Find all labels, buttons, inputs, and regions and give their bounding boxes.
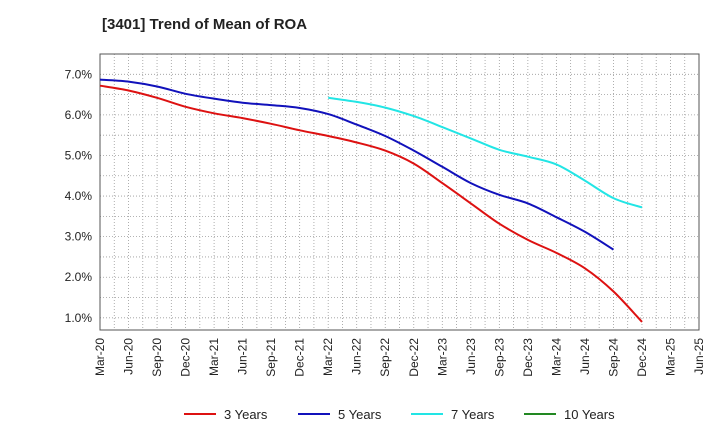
x-tick-label: Dec-24 — [635, 338, 649, 377]
y-tick-label: 5.0% — [65, 148, 93, 162]
x-tick-label: Dec-22 — [407, 338, 421, 377]
series-lines — [99, 78, 643, 323]
x-tick-label: Mar-22 — [321, 338, 335, 376]
y-tick-label: 3.0% — [65, 230, 93, 244]
y-axis: 1.0% 2.0% 3.0% 4.0% 5.0% 6.0% 7.0% — [65, 67, 93, 325]
x-tick-label: Mar-23 — [435, 338, 449, 376]
y-tick-label: 2.0% — [65, 270, 93, 284]
x-axis: Mar-20 Jun-20 Sep-20 Dec-20 Mar-21 Jun-21 Sep-… — [93, 338, 706, 377]
x-tick-label: Jun-25 — [692, 338, 706, 375]
legend-label-5-years: 5 Years — [338, 407, 382, 422]
x-tick-label: Sep-21 — [264, 338, 278, 377]
series-line-7-years — [328, 96, 643, 209]
legend-label-10-years: 10 Years — [564, 407, 615, 422]
legend: 3 Years 5 Years 7 Years 10 Years — [184, 407, 615, 422]
series-line-3-years — [99, 84, 643, 323]
y-tick-label: 1.0% — [65, 311, 93, 325]
x-tick-label: Dec-23 — [521, 338, 535, 377]
x-tick-label: Dec-20 — [179, 338, 193, 377]
x-tick-label: Mar-21 — [207, 338, 221, 376]
y-tick-label: 7.0% — [65, 67, 93, 81]
legend-label-7-years: 7 Years — [451, 407, 495, 422]
x-tick-label: Jun-21 — [236, 338, 250, 375]
x-tick-label: Jun-23 — [464, 338, 478, 375]
x-tick-label: Dec-21 — [293, 338, 307, 377]
series-line-5-years — [99, 78, 614, 251]
chart-title: [3401] Trend of Mean of ROA — [102, 16, 307, 33]
x-tick-label: Sep-24 — [606, 338, 620, 377]
y-tick-label: 4.0% — [65, 189, 93, 203]
x-tick-label: Jun-20 — [122, 338, 136, 375]
x-tick-label: Jun-24 — [578, 338, 592, 375]
x-tick-label: Sep-23 — [492, 338, 506, 377]
y-tick-label: 6.0% — [65, 108, 93, 122]
x-tick-label: Sep-20 — [150, 338, 164, 377]
legend-label-3-years: 3 Years — [224, 407, 268, 422]
x-tick-label: Mar-24 — [549, 338, 563, 376]
x-tick-label: Mar-20 — [93, 338, 107, 376]
x-tick-label: Mar-25 — [663, 338, 677, 376]
x-tick-label: Sep-22 — [378, 338, 392, 377]
plot-border — [99, 53, 700, 331]
x-tick-label: Jun-22 — [350, 338, 364, 375]
